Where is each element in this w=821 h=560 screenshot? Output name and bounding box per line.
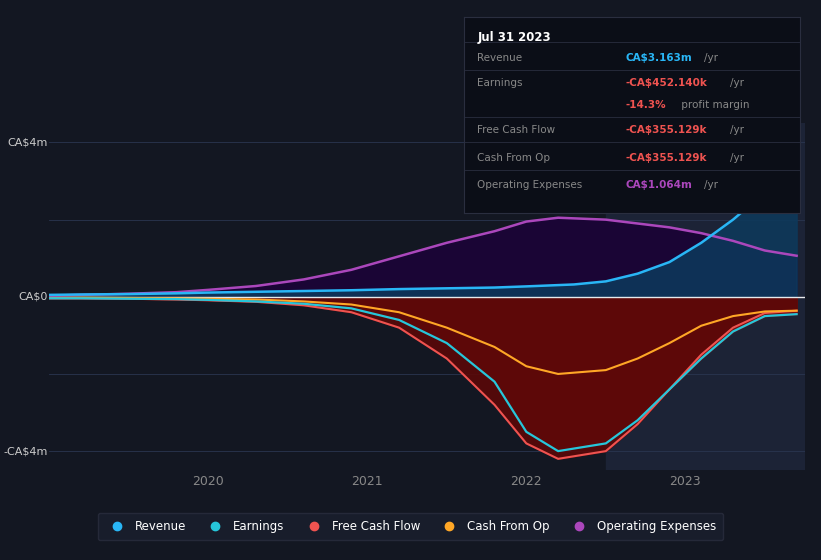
Text: CA$3.163m: CA$3.163m (626, 53, 692, 63)
Text: Free Cash Flow: Free Cash Flow (477, 125, 556, 136)
Text: CA$1.064m: CA$1.064m (626, 180, 692, 190)
Text: /yr: /yr (704, 53, 718, 63)
Text: /yr: /yr (704, 180, 718, 190)
Text: Jul 31 2023: Jul 31 2023 (477, 31, 551, 44)
Text: Revenue: Revenue (477, 53, 522, 63)
Text: Operating Expenses: Operating Expenses (477, 180, 583, 190)
Text: CA$4m: CA$4m (7, 138, 48, 147)
Text: -CA$355.129k: -CA$355.129k (626, 153, 707, 163)
Text: -CA$4m: -CA$4m (3, 446, 48, 456)
Text: /yr: /yr (731, 153, 745, 163)
Text: -14.3%: -14.3% (626, 100, 666, 110)
Text: -CA$452.140k: -CA$452.140k (626, 78, 708, 88)
Text: -CA$355.129k: -CA$355.129k (626, 125, 707, 136)
Legend: Revenue, Earnings, Free Cash Flow, Cash From Op, Operating Expenses: Revenue, Earnings, Free Cash Flow, Cash … (98, 513, 723, 540)
Text: /yr: /yr (731, 125, 745, 136)
Bar (606, 123, 805, 470)
Text: /yr: /yr (731, 78, 745, 88)
Text: Earnings: Earnings (477, 78, 523, 88)
Text: CA$0: CA$0 (18, 292, 48, 302)
Text: Cash From Op: Cash From Op (477, 153, 550, 163)
Text: profit margin: profit margin (678, 100, 750, 110)
